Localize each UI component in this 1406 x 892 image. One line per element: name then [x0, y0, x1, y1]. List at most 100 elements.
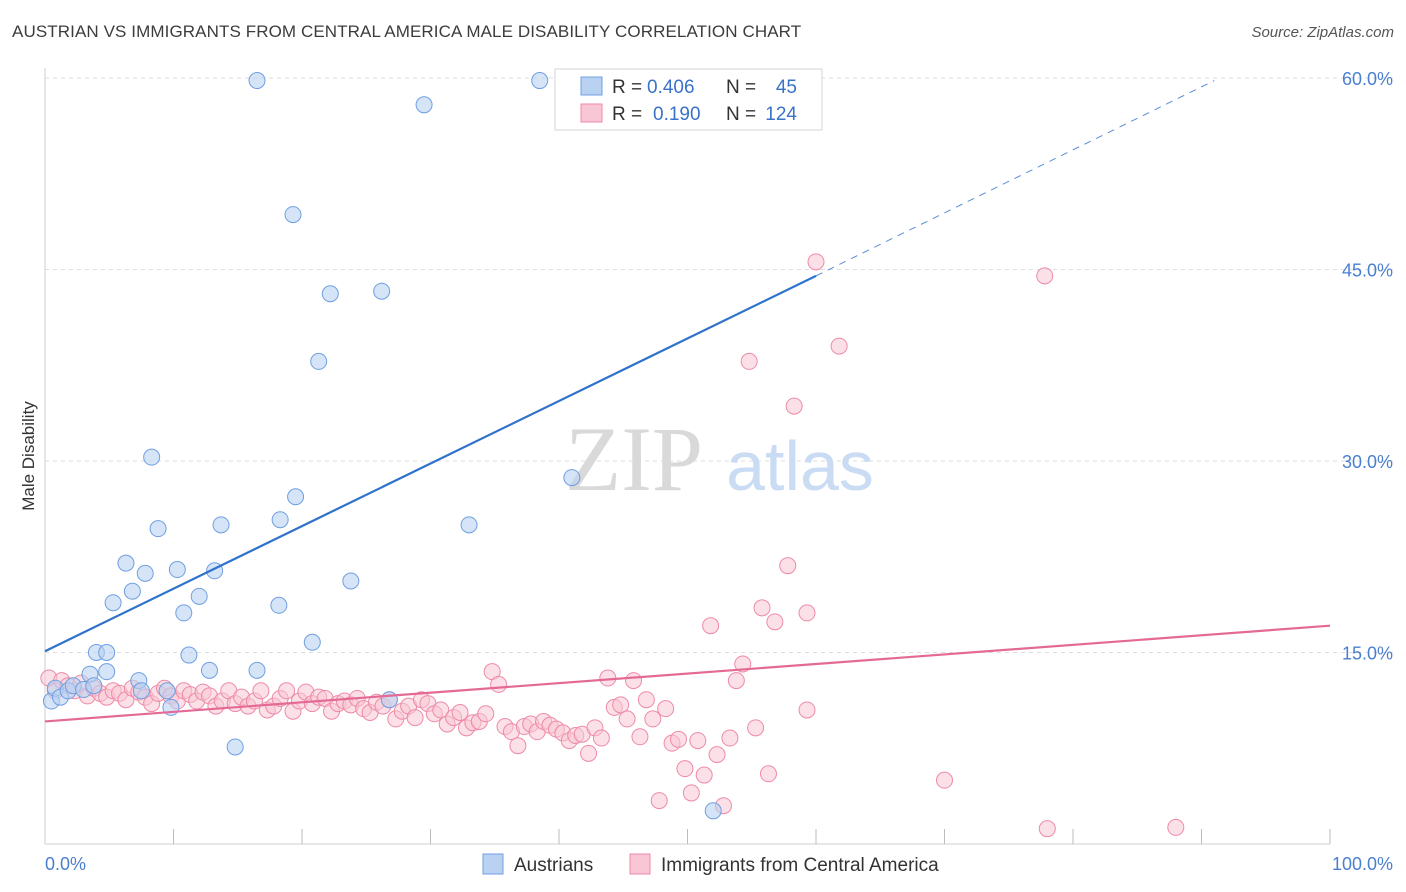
immigrants-point — [451, 704, 469, 722]
chart-title: AUSTRIAN VS IMMIGRANTS FROM CENTRAL AMER… — [12, 22, 802, 41]
legend-n-label-immigrants: N = — [726, 104, 756, 125]
x-tick-label-min: 0.0% — [45, 854, 86, 874]
bottom-legend-swatch-immigrants — [629, 853, 651, 875]
austrians-point — [248, 72, 266, 90]
x-tick-label-max: 100.0% — [1332, 854, 1393, 874]
immigrants-point — [637, 691, 655, 709]
austrians-point — [180, 646, 198, 664]
austrians-point — [380, 691, 398, 709]
immigrants-point — [592, 729, 610, 747]
austrians-points — [42, 72, 722, 820]
immigrants-point — [644, 710, 662, 728]
trend-lines — [44, 80, 1331, 723]
immigrants-point — [432, 701, 450, 719]
immigrants-point — [650, 792, 668, 810]
stats-legend: R = 0.406 N = 45 R = 0.190 N = 124 — [554, 68, 823, 131]
austrians-point — [321, 285, 339, 303]
legend-r-label-immigrants: R = — [612, 104, 642, 125]
y-tick-labels: 15.0% 30.0% 45.0% 60.0% — [1342, 69, 1393, 664]
y-axis-label: Male Disability — [19, 401, 38, 511]
austrians-point — [310, 352, 328, 370]
austrians-point — [136, 564, 154, 582]
austrians-point — [373, 282, 391, 300]
austrians-point — [248, 661, 266, 679]
bottom-legend-swatch-austrians — [482, 853, 504, 875]
austrians-point — [226, 738, 244, 756]
immigrants-point — [779, 557, 797, 575]
legend-swatch-immigrants — [580, 103, 603, 123]
austrians-point — [190, 587, 208, 605]
legend-n-value-immigrants: 124 — [765, 104, 797, 125]
source-label: Source: ZipAtlas.com — [1251, 24, 1394, 41]
immigrants-point — [798, 604, 816, 622]
immigrants-point — [490, 675, 508, 693]
immigrants-point — [721, 729, 739, 747]
watermark: ZIP atlas — [565, 408, 874, 510]
gridlines — [45, 77, 1393, 653]
austrians-point — [117, 554, 135, 572]
austrians-point — [158, 682, 176, 700]
y-tick-label-30: 30.0% — [1342, 452, 1393, 472]
immigrants-point — [747, 719, 765, 737]
austrians-point — [287, 488, 305, 506]
immigrants-point — [766, 613, 784, 631]
y-tick-label-15: 15.0% — [1342, 644, 1393, 664]
austrians-point — [271, 511, 289, 529]
watermark-atlas: atlas — [726, 427, 874, 505]
immigrants-point — [689, 732, 707, 750]
legend-n-label-austrians: N = — [726, 77, 756, 98]
austrians-point — [200, 661, 218, 679]
austrians-point — [270, 596, 288, 614]
austrians-point — [143, 448, 161, 466]
immigrants-point — [759, 765, 777, 783]
austrians-point — [98, 644, 116, 661]
austrians-point — [415, 96, 433, 114]
immigrants-point — [740, 352, 758, 370]
austrians-point — [284, 206, 302, 224]
immigrants-point — [936, 771, 953, 789]
immigrants-point — [1036, 267, 1054, 285]
austrians-point — [132, 682, 150, 700]
austrians-trend-extension — [815, 80, 1215, 277]
legend-swatch-austrians — [580, 76, 603, 96]
austrians-point — [303, 633, 321, 651]
immigrants-points — [40, 253, 1185, 838]
immigrants-point — [625, 672, 643, 690]
immigrants-point — [406, 709, 424, 727]
y-tick-label-45: 45.0% — [1342, 261, 1393, 281]
immigrants-point — [612, 696, 630, 714]
austrians-point — [704, 802, 722, 820]
immigrants-point — [278, 682, 296, 700]
immigrants-point — [657, 700, 675, 718]
immigrants-point — [676, 760, 694, 778]
legend-r-value-immigrants: 0.190 — [653, 104, 701, 125]
bottom-legend-label-immigrants: Immigrants from Central America — [661, 855, 939, 876]
legend-r-label-austrians: R = — [612, 77, 642, 98]
immigrants-point — [670, 730, 688, 748]
immigrants-point — [807, 253, 825, 271]
austrians-point — [175, 604, 193, 622]
immigrants-point — [1038, 820, 1056, 838]
austrians-point — [460, 516, 478, 534]
immigrants-point — [708, 746, 726, 764]
immigrants-point — [798, 701, 816, 719]
y-tick-label-60: 60.0% — [1342, 69, 1393, 89]
austrians-point — [98, 663, 116, 681]
immigrants-point — [477, 705, 495, 723]
immigrants-point — [618, 710, 636, 728]
series-legend: Austrians Immigrants from Central Americ… — [482, 853, 939, 876]
austrians-point — [212, 516, 230, 534]
austrians-point — [149, 520, 167, 538]
immigrants-point — [727, 672, 745, 690]
immigrants-point — [631, 728, 649, 746]
legend-n-value-austrians: 45 — [776, 77, 797, 98]
austrians-point — [123, 582, 141, 600]
austrians-trend-line — [44, 274, 817, 653]
austrians-point — [531, 72, 549, 90]
immigrants-point — [509, 737, 527, 755]
austrians-point — [563, 469, 581, 487]
immigrants-point — [734, 655, 752, 673]
immigrants-point — [695, 766, 713, 784]
immigrants-trend-line — [44, 624, 1331, 723]
